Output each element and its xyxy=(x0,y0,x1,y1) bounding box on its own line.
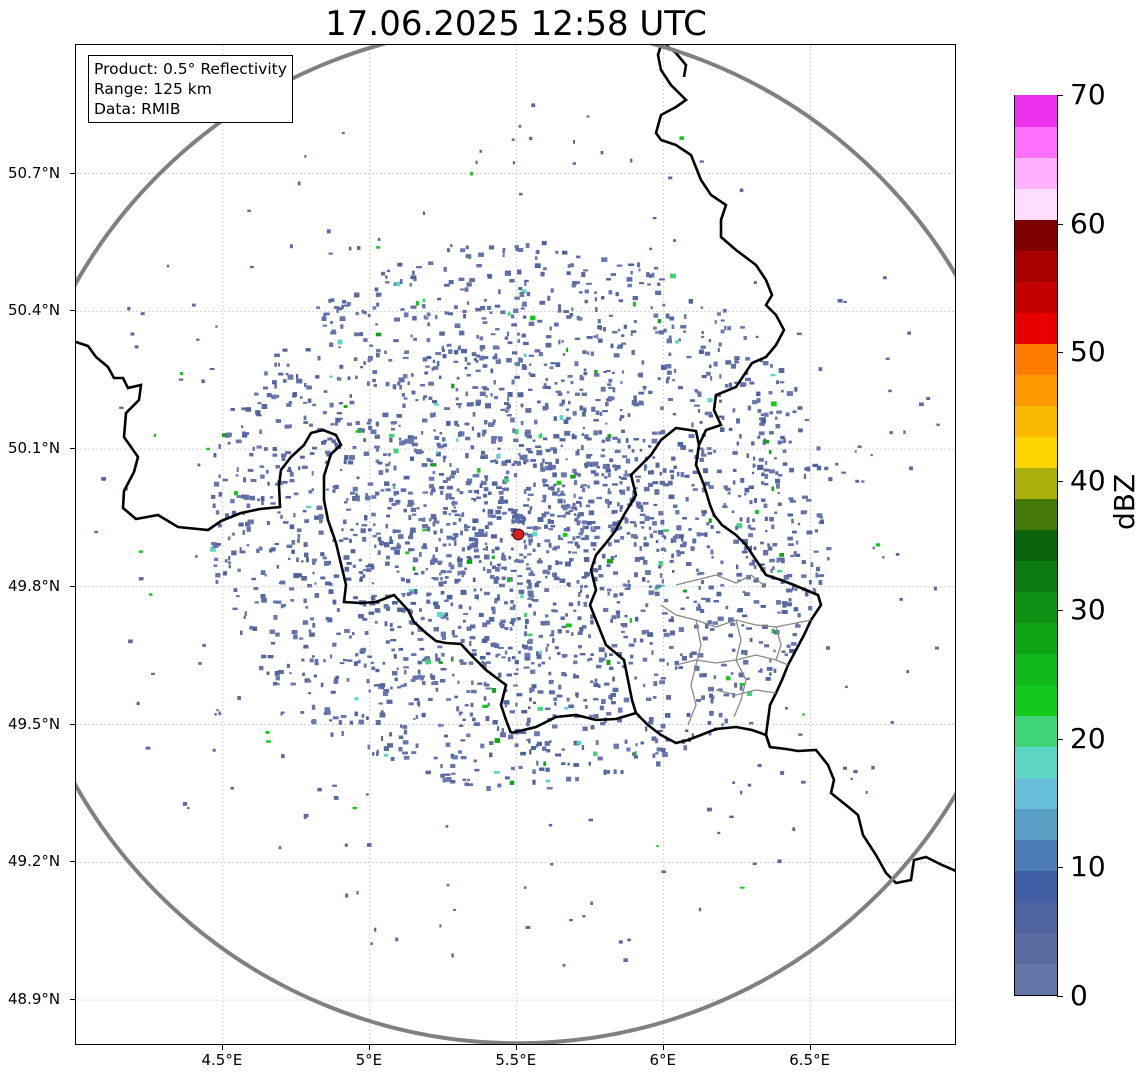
colorbar-tick-label-5: 50 xyxy=(1070,335,1106,369)
lat-tick-3 xyxy=(70,585,75,587)
lat-tick-5 xyxy=(70,861,75,863)
range-ring xyxy=(76,45,955,1044)
lat-tick-2 xyxy=(70,448,75,450)
radar-map[interactable] xyxy=(75,44,956,1045)
product-info-box: Product: 0.5° Reflectivity Range: 125 km… xyxy=(88,55,293,123)
colorbar-segment-1 xyxy=(1015,932,1057,964)
colorbar-tick-3 xyxy=(1057,609,1063,611)
colorbar-segment-12 xyxy=(1015,591,1057,623)
border-be-lu xyxy=(588,426,823,748)
colorbar-tick-2 xyxy=(1057,738,1063,740)
colorbar-segment-0 xyxy=(1015,963,1057,995)
border-south xyxy=(510,711,955,885)
colorbar-segment-14 xyxy=(1015,529,1057,561)
radar-map-canvas xyxy=(76,45,955,1044)
lon-tick-label-3: 6°E xyxy=(649,1051,676,1069)
colorbar-tick-4 xyxy=(1057,481,1063,483)
colorbar-segment-16 xyxy=(1015,467,1057,499)
lat-tick-label-6: 48.9°N xyxy=(8,990,61,1009)
graticule xyxy=(76,45,955,1044)
colorbar-segment-18 xyxy=(1015,405,1057,437)
colorbar-segment-13 xyxy=(1015,560,1057,592)
lon-tick-label-1: 5°E xyxy=(355,1051,383,1069)
lon-tick-label-0: 4.5°E xyxy=(201,1051,243,1069)
colorbar-segment-17 xyxy=(1015,436,1057,468)
colorbar-tick-label-3: 30 xyxy=(1070,592,1106,626)
reflectivity-echoes xyxy=(94,103,940,967)
lat-tick-label-1: 50.4°N xyxy=(8,301,61,320)
product-text: Product: 0.5° Reflectivity xyxy=(94,60,287,78)
colorbar-segment-23 xyxy=(1015,250,1057,282)
colorbar-tick-label-7: 70 xyxy=(1070,78,1106,111)
radar-site-marker[interactable] xyxy=(512,528,525,541)
colorbar-segment-6 xyxy=(1015,777,1057,809)
source-text: Data: RMIB xyxy=(94,100,181,118)
border-be-de xyxy=(654,45,786,446)
lon-tick-label-2: 5.5°E xyxy=(495,1051,537,1069)
lon-tick-1 xyxy=(368,1045,370,1050)
lon-tick-4 xyxy=(809,1045,811,1050)
lat-tick-0 xyxy=(70,172,75,174)
lat-tick-4 xyxy=(70,723,75,725)
lon-tick-2 xyxy=(515,1045,517,1050)
colorbar-segment-2 xyxy=(1015,901,1057,933)
colorbar-segment-28 xyxy=(1015,95,1057,127)
colorbar-tick-label-2: 20 xyxy=(1070,721,1106,755)
lat-tick-label-5: 49.2°N xyxy=(8,852,61,871)
colorbar xyxy=(1014,95,1058,996)
lat-tick-1 xyxy=(70,310,75,312)
colorbar-segment-10 xyxy=(1015,653,1057,685)
lon-tick-0 xyxy=(221,1045,223,1050)
colorbar-tick-label-0: 0 xyxy=(1070,979,1088,1012)
colorbar-label: dBZ xyxy=(1108,473,1141,530)
colorbar-tick-6 xyxy=(1057,223,1063,225)
colorbar-segment-8 xyxy=(1015,715,1057,747)
map-title: 17.06.2025 12:58 UTC xyxy=(325,4,707,44)
luxembourg-cantons xyxy=(660,574,812,726)
colorbar-segment-11 xyxy=(1015,622,1057,654)
colorbar-segment-24 xyxy=(1015,219,1057,251)
border-be-fr xyxy=(76,340,513,734)
range-text: Range: 125 km xyxy=(94,80,212,98)
colorbar-segment-27 xyxy=(1015,126,1057,158)
colorbar-segment-15 xyxy=(1015,498,1057,530)
colorbar-tick-label-1: 10 xyxy=(1070,850,1106,884)
lat-tick-label-4: 49.5°N xyxy=(8,714,61,733)
colorbar-segment-3 xyxy=(1015,870,1057,902)
lon-tick-3 xyxy=(662,1045,664,1050)
colorbar-segment-26 xyxy=(1015,157,1057,189)
colorbar-segment-25 xyxy=(1015,188,1057,220)
lat-tick-label-0: 50.7°N xyxy=(8,163,61,182)
colorbar-segment-22 xyxy=(1015,281,1057,313)
colorbar-segment-9 xyxy=(1015,684,1057,716)
colorbar-tick-label-4: 40 xyxy=(1070,464,1106,498)
colorbar-segment-21 xyxy=(1015,312,1057,344)
colorbar-segment-19 xyxy=(1015,374,1057,406)
lat-tick-label-2: 50.1°N xyxy=(8,439,61,458)
colorbar-tick-1 xyxy=(1057,867,1063,869)
colorbar-tick-5 xyxy=(1057,352,1063,354)
colorbar-tick-7 xyxy=(1057,95,1063,96)
lon-tick-label-4: 6.5°E xyxy=(789,1051,831,1069)
colorbar-tick-0 xyxy=(1057,996,1063,997)
lat-tick-6 xyxy=(70,999,75,1001)
colorbar-segment-4 xyxy=(1015,839,1057,871)
colorbar-segment-20 xyxy=(1015,343,1057,375)
colorbar-segment-7 xyxy=(1015,746,1057,778)
colorbar-segment-5 xyxy=(1015,808,1057,840)
colorbar-tick-label-6: 60 xyxy=(1070,206,1106,240)
lat-tick-label-3: 49.8°N xyxy=(8,576,61,595)
